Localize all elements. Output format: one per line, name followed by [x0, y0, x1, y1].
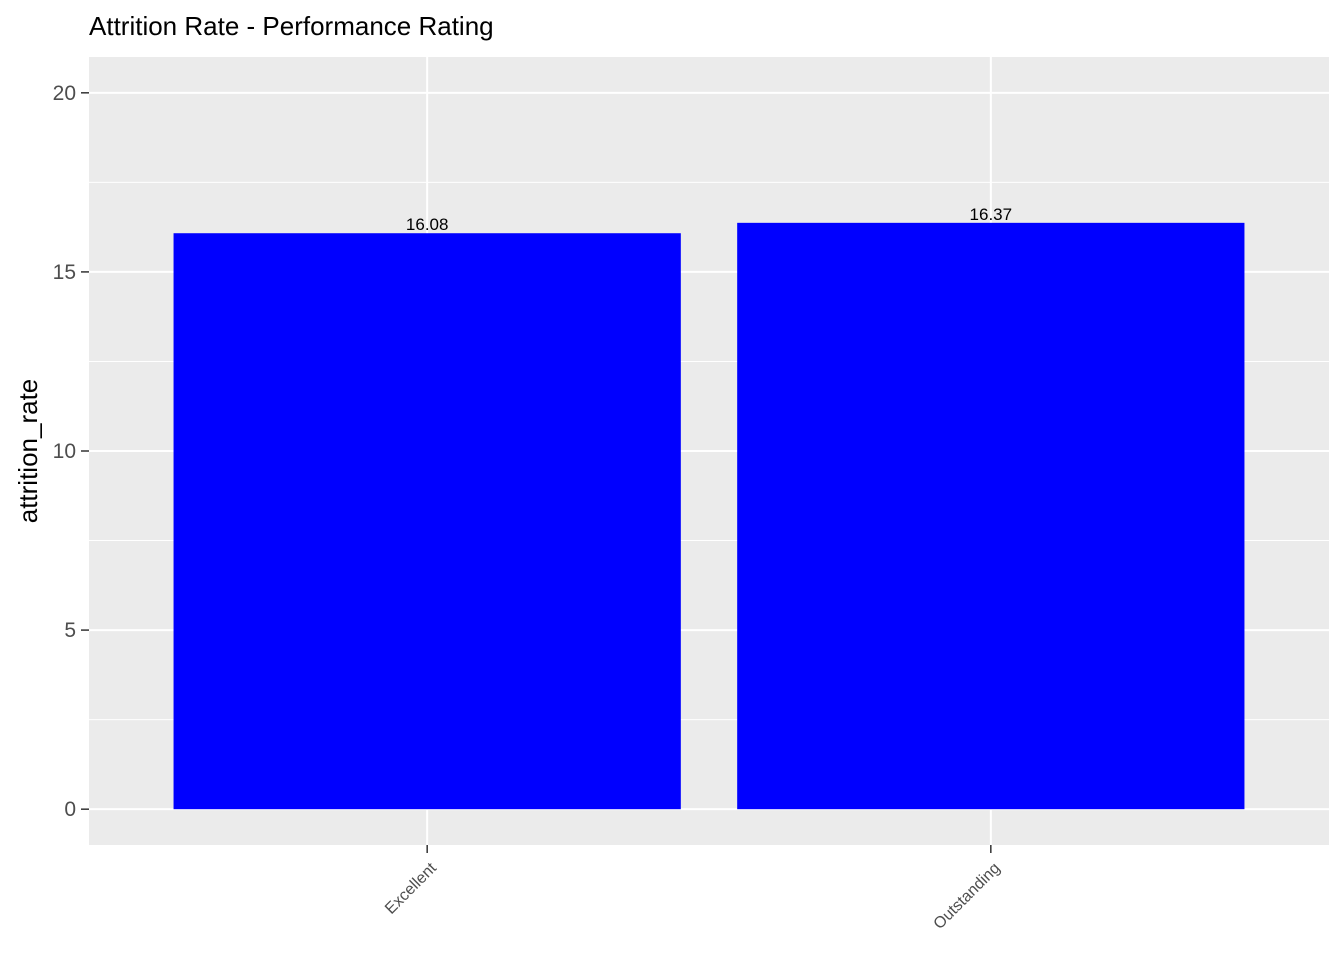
x-axis: Excellent Outstanding	[382, 845, 1004, 933]
x-tick-label-outstanding: Outstanding	[931, 860, 1004, 933]
bars	[173, 222, 1245, 810]
y-tick-label: 15	[53, 261, 76, 284]
y-axis: 0 5 10 15 20	[53, 82, 89, 821]
bar-outstanding	[737, 222, 1245, 810]
y-tick-label: 20	[53, 82, 76, 105]
x-tick-label-excellent: Excellent	[382, 859, 440, 917]
data-label-excellent: 16.08	[406, 215, 449, 234]
y-tick-label: 0	[64, 798, 76, 821]
data-labels: 16.08 16.37	[406, 205, 1012, 234]
y-axis-title: attrition_rate	[13, 379, 43, 524]
y-tick-label: 10	[53, 440, 76, 463]
chart-title: Attrition Rate - Performance Rating	[89, 11, 494, 41]
bar-excellent	[173, 233, 681, 810]
y-tick-label: 5	[64, 619, 76, 642]
data-label-outstanding: 16.37	[970, 205, 1013, 224]
